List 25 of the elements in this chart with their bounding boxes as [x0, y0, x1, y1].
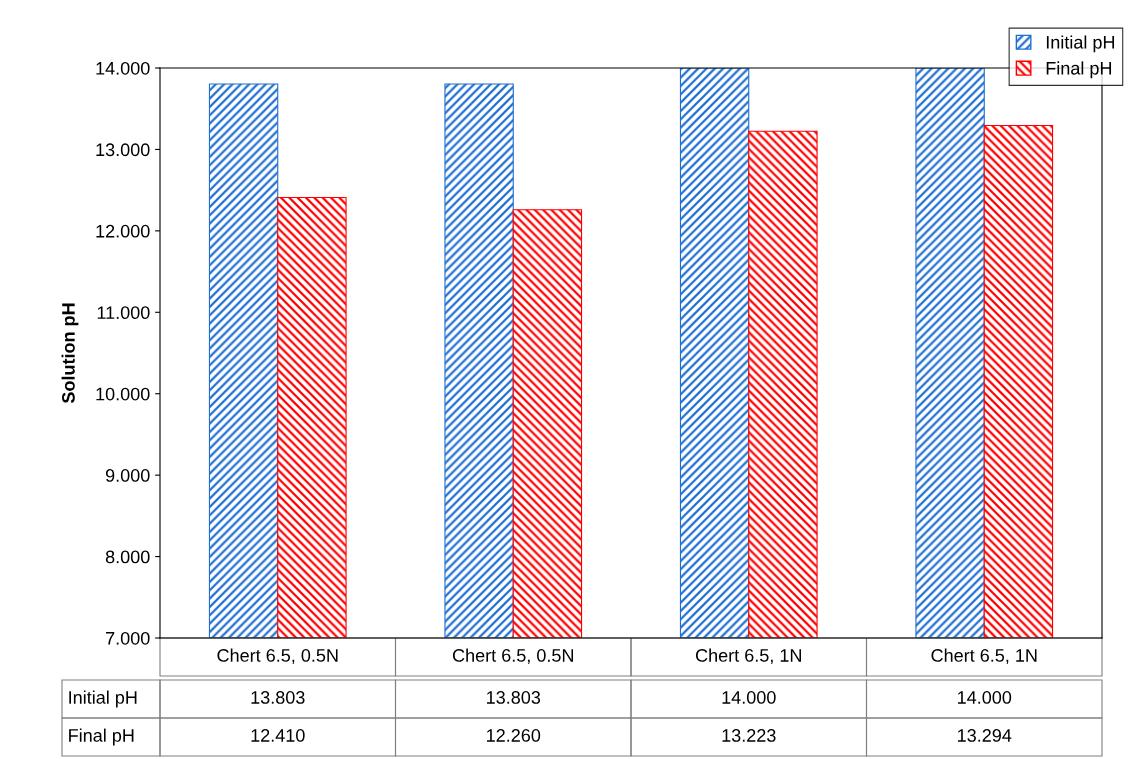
x-tick-label: Chert 6.5, 1N	[695, 648, 801, 664]
x-tick-label: Chert 6.5, 1N	[931, 648, 1037, 664]
data-label: 14.000	[958, 691, 1012, 704]
data-label: 14.000	[722, 691, 776, 704]
y-tick-label: 10.000	[96, 387, 150, 401]
legend-label: Initial pH	[1046, 35, 1115, 53]
data-label: 12.410	[251, 729, 305, 742]
data-label: 13.803	[251, 691, 305, 704]
y-tick-label: 7.000	[106, 631, 150, 645]
text: Initial pH	[69, 690, 137, 708]
y-tick-label: 12.000	[96, 224, 150, 238]
y-tick-label: 11.000	[97, 306, 150, 320]
data-label: 13.803	[487, 691, 541, 704]
y-tick-label: 13.000	[96, 143, 150, 157]
y-tick-label: 8.000	[105, 550, 150, 564]
x-tick-label: Chert 6.5, 0.5N	[452, 648, 573, 664]
data-label: 12.260	[487, 729, 541, 742]
y-tick-label: 9.000	[105, 469, 150, 482]
legend-label: Final pH	[1046, 61, 1112, 79]
data-label: 13.223	[722, 729, 776, 742]
x-tick-label: Chert 6.5, 0.5N	[217, 648, 338, 664]
data-label: 13.294	[958, 729, 1012, 742]
text: Final pH	[69, 728, 134, 746]
y-axis-title: Solution pH	[61, 303, 79, 404]
y-tick-label: 14.000	[96, 61, 150, 75]
